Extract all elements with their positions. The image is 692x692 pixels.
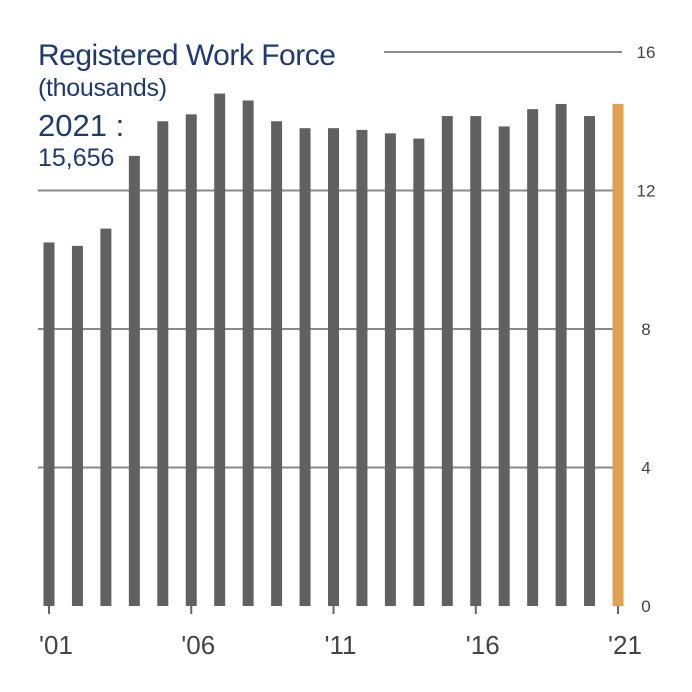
bar [299,128,311,607]
title-block: Registered Work Force (thousands) 2021 :… [38,38,336,172]
x-axis: '01 '06 '11 '16 '21 [39,606,642,660]
y-tick-label: 8 [641,320,650,339]
bar [413,138,425,606]
bar [470,116,482,607]
x-tick-label: '06 [181,630,215,660]
bar-highlight [612,103,624,606]
bar [271,121,283,606]
bar [71,245,83,606]
bars [43,93,624,607]
bar [498,126,510,606]
highlight-value: 15,656 [38,144,115,172]
bar [384,133,396,606]
bar [128,155,140,606]
x-tick-label: '01 [39,630,73,660]
bar [328,128,339,607]
x-tick-label: '16 [466,630,500,660]
bar [555,103,567,606]
bar [100,228,112,606]
bar [356,129,368,606]
bar [214,93,226,607]
bar [242,100,254,606]
bar [527,109,539,606]
highlight-label: 2021 : [38,108,125,143]
x-tick-label: '11 [325,630,357,660]
y-axis: 0 4 8 12 16 [637,43,656,616]
x-tick-label: '21 [608,630,642,660]
bar [185,114,197,606]
y-tick-label: 0 [641,597,650,616]
bar [157,121,169,606]
bar [43,242,55,606]
y-tick-label: 12 [637,182,656,201]
bar [584,116,596,607]
bar [441,116,453,607]
y-tick-label: 16 [637,43,656,62]
chart-subtitle: (thousands) [38,74,167,102]
y-tick-label: 4 [641,459,650,478]
chart-title: Registered Work Force [38,39,336,72]
